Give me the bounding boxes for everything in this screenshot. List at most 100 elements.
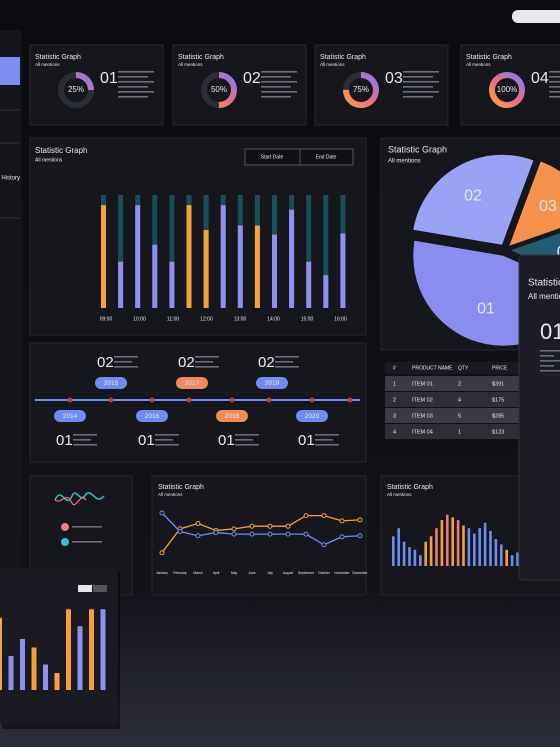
pie-label: 04 xyxy=(557,244,560,261)
line-point xyxy=(195,521,201,527)
panel-subtitle: All mentions xyxy=(387,492,412,497)
bar xyxy=(0,617,2,690)
table-cell: 2 xyxy=(393,397,396,403)
month-label: December xyxy=(352,571,368,575)
table-cell: 3 xyxy=(393,413,396,419)
year-pill xyxy=(54,410,86,422)
search-box[interactable] xyxy=(512,10,560,23)
month-label: January xyxy=(156,571,168,575)
table-cell: ITEM 03 xyxy=(412,413,433,419)
line-point xyxy=(249,523,255,529)
panel xyxy=(172,44,307,126)
placeholder-text xyxy=(261,71,297,73)
placeholder-text xyxy=(315,439,333,441)
line-point xyxy=(357,517,363,523)
panel-title: Statistic Graph xyxy=(387,484,433,491)
placeholder-text xyxy=(114,361,132,363)
placeholder-text xyxy=(540,355,554,357)
donut-label: 75% xyxy=(353,85,369,94)
toggle-button[interactable] xyxy=(78,585,92,592)
bar xyxy=(323,275,329,308)
placeholder-text xyxy=(195,356,219,358)
placeholder-text xyxy=(315,434,339,436)
table-header-bg xyxy=(385,362,560,374)
table-header: PRICE xyxy=(492,365,508,371)
overlay-number: 01 xyxy=(540,319,560,344)
bar xyxy=(152,244,158,308)
placeholder-text xyxy=(73,444,97,446)
card-number: 01 xyxy=(100,70,118,87)
bar xyxy=(451,517,454,566)
placeholder-text xyxy=(195,366,219,368)
start-date-label: Start Date xyxy=(261,154,284,160)
donut-arc xyxy=(489,72,525,108)
bar xyxy=(101,205,106,308)
time-label: 15:00 xyxy=(301,316,314,322)
card-title: Statistic Graph xyxy=(320,54,366,61)
placeholder-text xyxy=(403,91,439,93)
date-button[interactable] xyxy=(299,148,354,166)
table-cell: ITEM 01 xyxy=(412,381,433,387)
donut-label: 50% xyxy=(211,85,227,94)
wave xyxy=(54,497,87,506)
placeholder-text xyxy=(118,71,154,73)
year-pill xyxy=(136,410,168,422)
month-label: July xyxy=(267,571,273,575)
bar-track xyxy=(169,195,175,308)
bar xyxy=(446,514,449,566)
month-label: April xyxy=(213,571,220,575)
toggle-button[interactable] xyxy=(93,585,107,592)
bar-track xyxy=(306,195,312,308)
line-point xyxy=(213,530,219,536)
placeholder-text xyxy=(118,86,148,88)
panel xyxy=(151,475,367,596)
bar xyxy=(20,639,25,690)
bar xyxy=(220,205,226,308)
table-header: # xyxy=(393,365,396,371)
placeholder-text xyxy=(118,91,154,93)
card-number: 04 xyxy=(531,70,549,87)
time-label: 09:00 xyxy=(100,316,113,322)
bar xyxy=(77,626,83,690)
bar xyxy=(483,522,487,566)
timeline-number: 01 xyxy=(298,432,315,449)
line-point xyxy=(231,526,237,532)
placeholder-text xyxy=(275,366,299,368)
time-label: 13:00 xyxy=(234,316,247,322)
card-title: Statistic Graph xyxy=(466,54,512,61)
bar xyxy=(489,530,492,566)
timeline-dot xyxy=(266,397,272,403)
overlay-subtitle: All mentions xyxy=(528,292,560,301)
donut-arc xyxy=(201,72,237,108)
timeline-number: 02 xyxy=(97,354,114,371)
bar-track xyxy=(118,195,124,308)
placeholder-text xyxy=(114,366,138,368)
sidebar-active[interactable] xyxy=(0,57,20,85)
time-label: 12:00 xyxy=(200,316,213,322)
panel-title: Statistic Graph xyxy=(158,484,204,491)
panel-title: Statistic Graph xyxy=(35,146,87,155)
table-cell: $391 xyxy=(492,381,504,387)
table-cell: $285 xyxy=(492,413,504,419)
bar xyxy=(66,609,71,690)
line-point xyxy=(321,542,327,548)
bar xyxy=(392,536,395,566)
bar xyxy=(340,233,346,308)
placeholder-text xyxy=(261,81,297,83)
placeholder-text xyxy=(261,86,291,88)
overlay-panel xyxy=(0,568,118,725)
bar xyxy=(456,520,460,566)
pie-label: 02 xyxy=(464,188,482,205)
sidebar-item[interactable]: History xyxy=(1,176,20,182)
legend-dot xyxy=(61,538,69,546)
panel xyxy=(29,342,367,463)
bar xyxy=(169,261,175,308)
panel xyxy=(29,44,164,126)
table-header: PRODUCT NAME xyxy=(412,365,453,371)
timeline-number: 02 xyxy=(178,354,195,371)
placeholder-text xyxy=(72,541,102,543)
timeline-number: 01 xyxy=(138,432,155,449)
bar xyxy=(254,225,260,308)
table-cell: $175 xyxy=(492,397,504,403)
card-title: Statistic Graph xyxy=(35,54,81,61)
